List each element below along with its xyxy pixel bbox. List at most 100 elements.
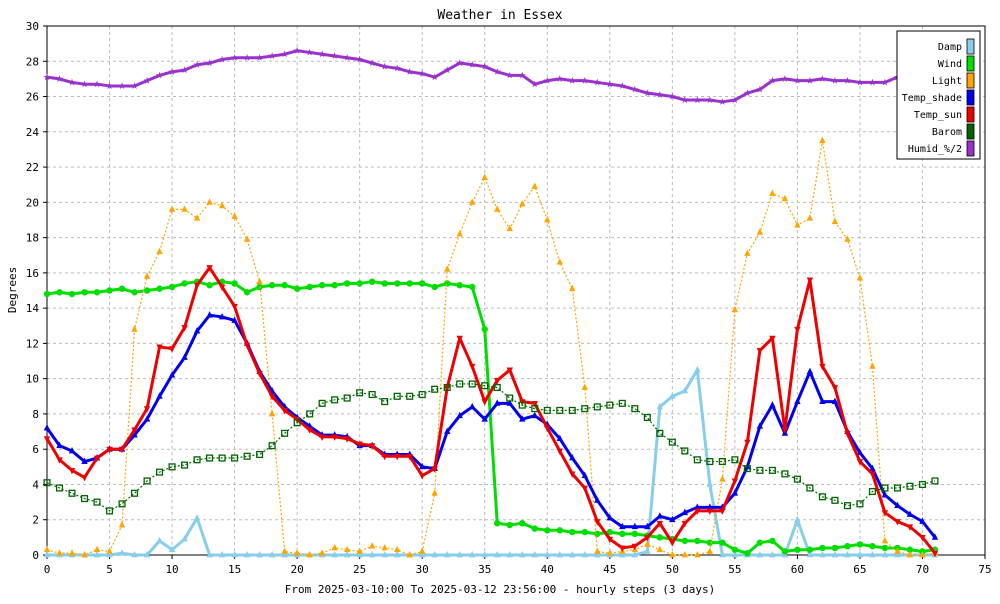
- series-line: [45, 266, 937, 555]
- data-point: [256, 53, 264, 61]
- data-point: [293, 46, 301, 54]
- data-point: [631, 522, 639, 530]
- data-point: [731, 546, 739, 553]
- data-point: [818, 75, 827, 82]
- data-point: [418, 390, 426, 399]
- x-tick-label: 70: [916, 563, 929, 576]
- data-point: [268, 393, 276, 401]
- data-point: [231, 303, 238, 311]
- data-point: [769, 189, 776, 196]
- data-point: [931, 550, 939, 558]
- data-point: [493, 383, 501, 392]
- data-point: [456, 380, 464, 388]
- data-point: [719, 551, 726, 558]
- data-point: [569, 528, 576, 536]
- data-point: [56, 457, 63, 464]
- data-point: [293, 285, 301, 292]
- data-point: [831, 551, 839, 558]
- data-point: [105, 507, 114, 515]
- data-point: [406, 551, 413, 558]
- data-point: [793, 76, 802, 84]
- data-point: [669, 515, 676, 523]
- data-point: [681, 551, 689, 558]
- data-point: [431, 385, 439, 393]
- data-point: [843, 76, 852, 84]
- data-point: [694, 551, 701, 558]
- data-point: [331, 551, 338, 558]
- data-point: [218, 551, 226, 558]
- data-point: [368, 278, 376, 285]
- data-point: [606, 401, 614, 409]
- y-tick-label: 12: [26, 337, 39, 350]
- data-point: [268, 442, 276, 450]
- data-point: [431, 466, 438, 473]
- data-point: [806, 277, 814, 284]
- data-point: [168, 463, 176, 471]
- data-point: [744, 550, 751, 557]
- data-point: [80, 80, 89, 88]
- data-point: [744, 249, 751, 256]
- data-point: [869, 464, 876, 471]
- data-point: [93, 551, 101, 558]
- data-point: [343, 394, 351, 402]
- data-point: [43, 73, 51, 81]
- y-tick-label: 28: [26, 55, 39, 68]
- data-point: [493, 68, 501, 75]
- x-tick-label: 50: [666, 563, 679, 576]
- data-point: [343, 280, 351, 287]
- x-tick-label: 35: [478, 563, 491, 576]
- data-point: [56, 289, 63, 296]
- data-point: [856, 541, 864, 548]
- data-point: [806, 76, 814, 84]
- data-point: [831, 496, 839, 504]
- data-point: [531, 405, 539, 413]
- data-point: [631, 85, 639, 93]
- data-point: [43, 479, 51, 487]
- data-point: [243, 235, 251, 242]
- data-point: [593, 403, 601, 411]
- data-point: [844, 235, 851, 242]
- data-point: [781, 427, 789, 434]
- data-point: [206, 265, 213, 272]
- data-point: [643, 413, 651, 422]
- data-point: [81, 551, 88, 558]
- data-point: [368, 542, 376, 549]
- data-point: [531, 80, 539, 88]
- data-point: [906, 551, 914, 558]
- data-point: [193, 513, 201, 521]
- data-point: [618, 399, 626, 407]
- series-line: [46, 140, 936, 556]
- data-point: [881, 551, 889, 558]
- y-tick-label: 30: [26, 20, 39, 33]
- chart-title: Weather in Essex: [437, 8, 562, 23]
- data-point: [156, 536, 163, 544]
- data-point: [494, 378, 501, 385]
- data-point: [205, 59, 214, 67]
- y-tick-label: 18: [26, 232, 39, 245]
- data-point: [231, 454, 239, 462]
- x-tick-label: 10: [165, 563, 178, 576]
- data-point: [681, 387, 689, 394]
- data-point: [81, 475, 88, 482]
- data-point: [356, 551, 363, 558]
- data-point: [444, 265, 451, 272]
- data-point: [481, 382, 489, 390]
- data-point: [769, 335, 776, 343]
- data-point: [343, 436, 351, 443]
- data-point: [806, 551, 814, 558]
- data-point: [606, 549, 613, 556]
- data-point: [844, 551, 851, 558]
- data-point: [180, 66, 189, 74]
- data-point: [769, 551, 776, 558]
- data-point: [756, 539, 764, 546]
- legend-swatch: [966, 89, 975, 106]
- data-point: [919, 517, 926, 524]
- data-point: [894, 519, 901, 526]
- data-point: [881, 78, 889, 86]
- data-point: [93, 455, 101, 463]
- data-point: [543, 406, 551, 414]
- data-point: [769, 537, 776, 545]
- data-point: [844, 430, 851, 438]
- data-point: [469, 198, 476, 205]
- data-point: [881, 484, 889, 492]
